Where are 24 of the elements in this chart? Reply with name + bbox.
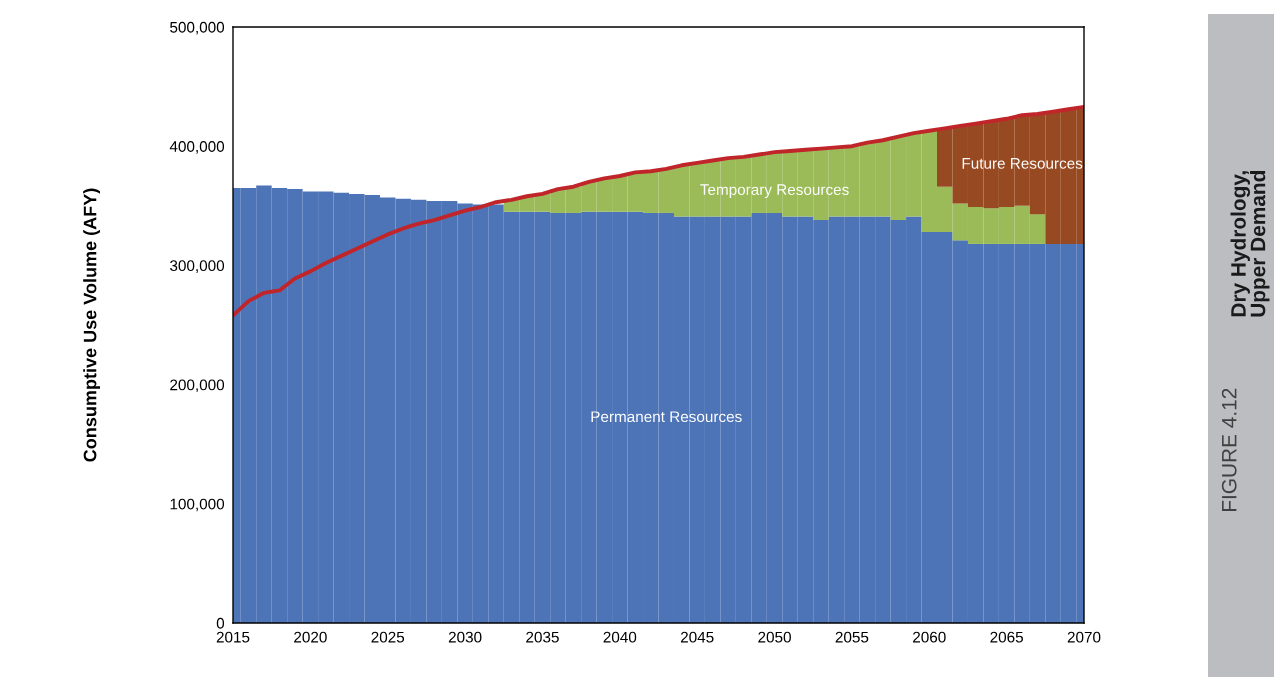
y-axis-title: Consumptive Use Volume (AFY) (83, 188, 100, 462)
series-label: Temporary Resources (700, 184, 849, 199)
x-tick-label: 2030 (448, 631, 482, 643)
y-tick-label: 100,000 (170, 498, 225, 512)
y-tick-label: 500,000 (170, 21, 225, 35)
x-tick-label: 2045 (680, 631, 714, 643)
y-tick-label: 400,000 (169, 141, 225, 154)
x-tick-label: 2040 (603, 631, 637, 643)
series-label: Permanent Resources (591, 411, 742, 423)
x-tick-label: 2070 (1067, 631, 1101, 643)
y-tick-label: 300,000 (170, 260, 225, 273)
x-tick-label: 2020 (294, 631, 327, 643)
x-tick-label: 2050 (758, 631, 791, 643)
text: FIGURE 4.12 (1221, 388, 1237, 512)
y-tick-label: 200,000 (170, 379, 225, 393)
series-label: Future Resources (962, 158, 1083, 169)
y-tick-label: 0 (216, 617, 225, 629)
text: Dry Hydrology, Upper Demand (1230, 171, 1270, 317)
x-tick-label: 2035 (526, 631, 559, 643)
x-tick-label: 2060 (913, 631, 946, 643)
x-tick-label: 2025 (371, 631, 405, 643)
x-tick-label: 2065 (990, 631, 1023, 643)
x-tick-label: 2055 (835, 631, 869, 643)
x-tick-label: 2015 (216, 631, 250, 643)
